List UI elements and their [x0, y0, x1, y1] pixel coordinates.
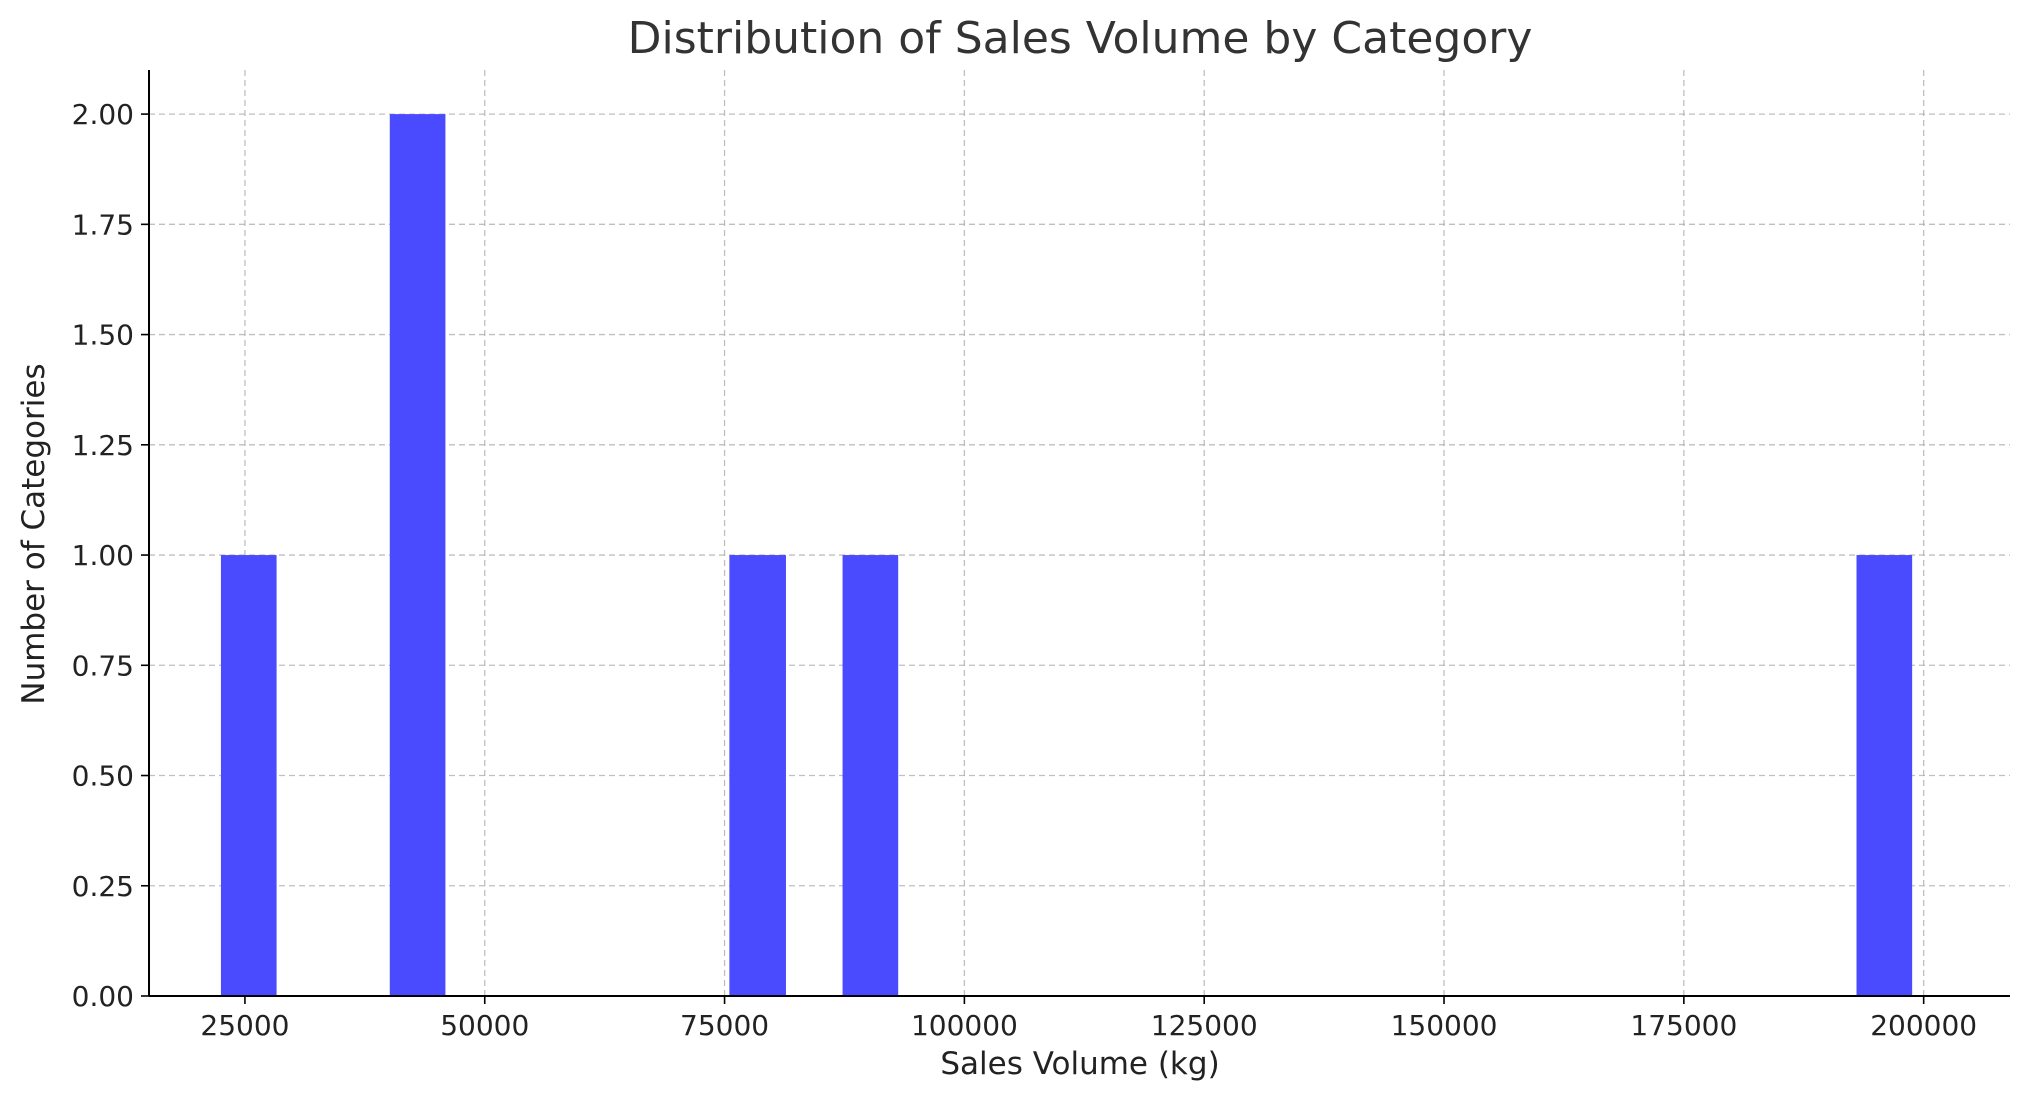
x-tick-label: 175000 [1630, 1009, 1737, 1042]
grid [149, 70, 2010, 997]
y-tick-label: 0.50 [72, 760, 134, 793]
y-tick-label: 1.50 [72, 319, 134, 352]
y-tick-label: 2.00 [72, 98, 134, 131]
x-tick-label: 125000 [1151, 1009, 1258, 1042]
y-tick-label: 0.00 [72, 980, 134, 1013]
histogram-bar [1856, 555, 1913, 996]
y-tick-label: 1.75 [72, 208, 134, 241]
chart-title: Distribution of Sales Volume by Category [628, 13, 1533, 64]
y-tick-label: 1.25 [72, 429, 134, 462]
x-tick-label: 150000 [1391, 1009, 1498, 1042]
histogram-bar [220, 555, 277, 996]
y-axis-title: Number of Categories [16, 363, 52, 704]
x-ticks: 25000 50000 75000 100000 125000 150000 175000 2… [200, 996, 1977, 1042]
bars [220, 114, 1913, 997]
x-axis-title: Sales Volume (kg) [940, 1046, 1219, 1082]
y-tick-label: 0.75 [72, 649, 134, 682]
x-tick-label: 75000 [680, 1009, 769, 1042]
histogram-bar [729, 555, 786, 996]
x-tick-label: 200000 [1870, 1009, 1977, 1042]
y-tick-label: 0.25 [72, 870, 134, 903]
x-tick-label: 25000 [200, 1009, 289, 1042]
histogram-bar [389, 114, 446, 997]
y-tick-label: 1.00 [72, 539, 134, 572]
y-ticks: 0.00 0.25 0.50 0.75 1.00 1.25 1.50 1.75 2.00 [72, 98, 149, 1013]
x-tick-label: 100000 [911, 1009, 1018, 1042]
histogram-bar [842, 555, 899, 996]
x-tick-label: 50000 [440, 1009, 529, 1042]
